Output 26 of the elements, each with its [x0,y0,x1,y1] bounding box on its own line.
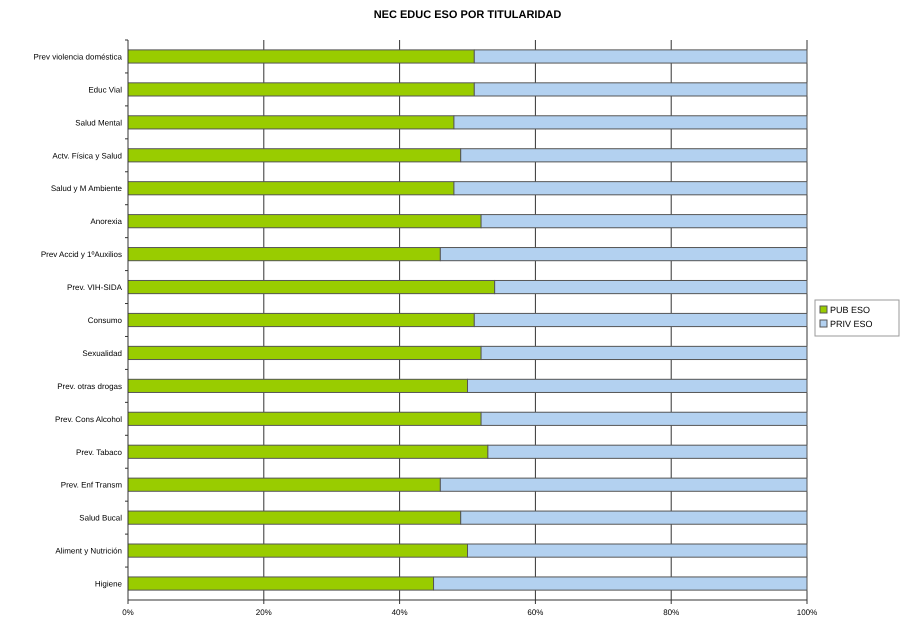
x-tick-label: 100% [796,608,818,617]
legend-label: PRIV ESO [830,319,873,329]
y-tick-label: Consumo [88,316,123,325]
y-tick-label: Prev. otras drogas [57,382,122,391]
y-tick-label: Salud Mental [75,118,122,128]
y-tick-label: Prev Accid y 1ºAuxilios [40,250,122,260]
y-tick-label: Sexualidad [82,348,122,358]
x-tick-label: 40% [392,608,408,617]
x-tick-label: 80% [663,608,680,617]
y-tick-label: Salud Bucal [79,514,122,523]
x-tick-label: 20% [256,608,272,617]
y-tick-label: Actv. Física y Salud [52,151,122,160]
y-tick-label: Prev. Cons Alcohol [55,414,122,424]
y-tick-label: Prev. Tabaco [76,448,123,457]
y-tick-label: Higiene [94,580,123,589]
y-tick-label: Prev. Enf Transm [60,480,122,490]
y-tick-label: Aliment y Nutrición [55,546,122,556]
legend-label: PUB ESO [830,305,870,315]
x-tick-label: 0% [122,608,134,617]
chart-title: NEC EDUC ESO POR TITULARIDAD [374,9,562,21]
y-tick-label: Educ Vial [88,85,122,94]
y-tick-label: Salud y M Ambiente [50,184,123,194]
y-tick-label: Anorexia [90,217,123,226]
y-tick-label: Prev violencia doméstica [34,52,123,62]
y-tick-label: Prev. VIH-SIDA [67,283,123,292]
x-tick-label: 60% [527,608,544,617]
